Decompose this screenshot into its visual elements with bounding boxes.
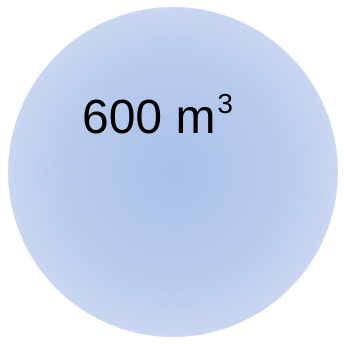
sphere-ring	[64, 63, 282, 281]
sphere-ring	[140, 139, 206, 205]
sphere-ring	[52, 51, 294, 293]
sphere-ring	[136, 135, 210, 209]
sphere-ring	[32, 31, 314, 313]
sphere-ring	[116, 115, 230, 229]
sphere-ring	[56, 55, 290, 289]
sphere-ring	[120, 119, 226, 225]
sphere-ring	[96, 95, 250, 249]
sphere-ring	[132, 131, 214, 213]
sphere-ring	[80, 79, 266, 265]
sphere-ring	[60, 59, 286, 285]
volume-value: 600	[82, 91, 163, 144]
volume-label: 600 m3	[82, 88, 233, 152]
sphere-ring	[16, 15, 330, 329]
sphere-ring	[104, 103, 242, 241]
sphere-ring	[148, 147, 198, 197]
volume-unit-exponent: 3	[217, 88, 233, 119]
sphere-ring	[44, 43, 302, 301]
sphere-ring	[24, 23, 322, 321]
sphere-ring	[72, 71, 274, 273]
sphere-ring	[12, 11, 334, 333]
sphere-ring	[144, 143, 202, 201]
sphere-ring	[20, 19, 326, 325]
volume-unit: m	[175, 91, 216, 144]
sphere-ring	[124, 123, 222, 221]
sphere-ring	[68, 67, 278, 277]
sphere-ring	[8, 7, 338, 337]
sphere-ring	[28, 27, 318, 317]
sphere-ring	[112, 111, 234, 233]
sphere-ring	[168, 167, 178, 177]
sphere-body	[8, 7, 338, 337]
sphere-rings	[8, 7, 338, 337]
sphere-ring	[108, 107, 238, 237]
sphere-ring	[48, 47, 298, 297]
sphere-ring	[164, 163, 182, 181]
sphere-ring	[88, 87, 258, 257]
sphere-ring	[160, 159, 186, 185]
sphere-ring	[128, 127, 218, 217]
sphere-ring	[92, 91, 254, 253]
sphere-ring	[156, 155, 190, 189]
sphere-ring	[40, 39, 306, 305]
sphere-ring	[76, 75, 270, 269]
sphere-ring	[152, 151, 194, 193]
sphere-ring	[100, 99, 246, 245]
sphere-ring	[36, 35, 310, 309]
sphere-ring	[84, 83, 262, 261]
